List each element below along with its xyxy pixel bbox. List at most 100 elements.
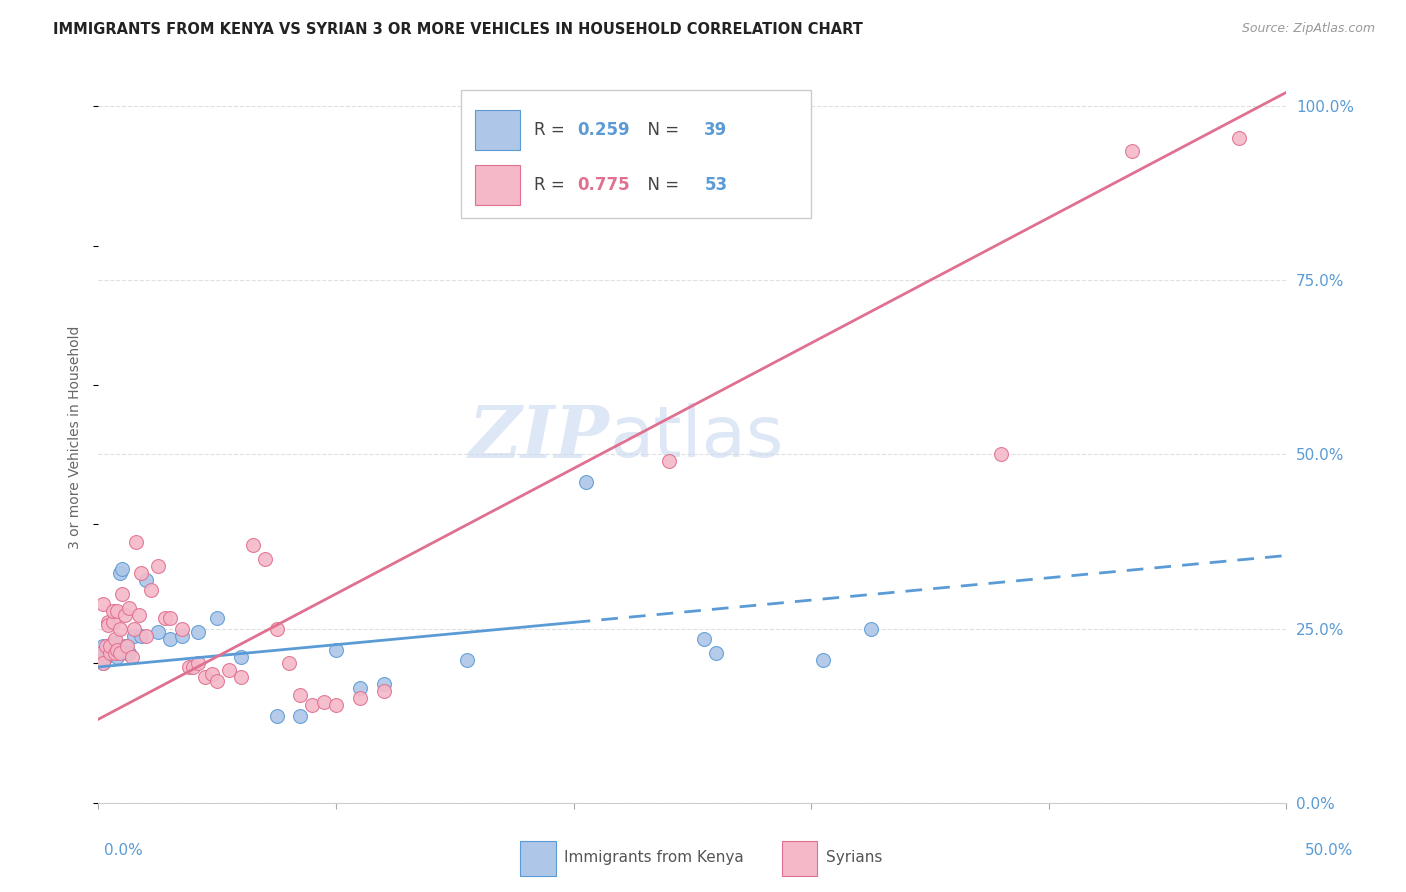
Point — [1227, 130, 1250, 145]
Point — [456, 653, 478, 667]
Point — [122, 622, 145, 636]
Point — [859, 622, 882, 636]
Point — [159, 611, 181, 625]
Point — [122, 629, 145, 643]
Point — [91, 657, 114, 671]
Point — [97, 639, 120, 653]
Point — [91, 657, 114, 671]
Point — [111, 562, 134, 576]
Text: 50.0%: 50.0% — [1305, 843, 1353, 858]
Point — [277, 657, 299, 671]
Y-axis label: 3 or more Vehicles in Household: 3 or more Vehicles in Household — [69, 326, 83, 549]
Point — [658, 454, 681, 468]
Text: N =: N = — [637, 121, 683, 139]
Point — [115, 646, 138, 660]
Point — [107, 604, 129, 618]
Text: Source: ZipAtlas.com: Source: ZipAtlas.com — [1241, 22, 1375, 36]
Text: R =: R = — [534, 121, 571, 139]
Point — [101, 642, 124, 657]
Point — [693, 632, 716, 646]
FancyBboxPatch shape — [461, 89, 811, 218]
Point — [114, 639, 136, 653]
Point — [325, 642, 347, 657]
Point — [811, 653, 834, 667]
Point — [118, 646, 141, 660]
Point — [94, 639, 117, 653]
Point — [170, 629, 193, 643]
Text: R =: R = — [534, 176, 571, 194]
Point — [108, 566, 131, 580]
Point — [229, 670, 252, 684]
Point — [207, 611, 229, 625]
Point — [98, 646, 121, 660]
FancyBboxPatch shape — [782, 841, 817, 876]
Point — [290, 708, 312, 723]
Point — [266, 622, 288, 636]
Point — [90, 646, 112, 660]
Point — [90, 646, 112, 660]
Point — [146, 558, 169, 573]
Point — [187, 657, 209, 671]
Point — [266, 708, 288, 723]
Point — [301, 698, 323, 713]
Point — [104, 646, 127, 660]
Point — [183, 660, 205, 674]
Text: 0.259: 0.259 — [578, 121, 630, 139]
Point — [104, 632, 127, 646]
Point — [349, 691, 371, 706]
Text: N =: N = — [637, 176, 683, 194]
Text: Immigrants from Kenya: Immigrants from Kenya — [564, 850, 744, 865]
Point — [146, 625, 169, 640]
Point — [177, 660, 200, 674]
Point — [101, 635, 124, 649]
Point — [107, 642, 129, 657]
Point — [704, 646, 727, 660]
Point — [218, 664, 240, 678]
Text: 0.0%: 0.0% — [104, 843, 143, 858]
Point — [201, 667, 224, 681]
Point — [118, 600, 141, 615]
Point — [107, 649, 129, 664]
Point — [349, 681, 371, 695]
Point — [97, 618, 120, 632]
Point — [129, 629, 152, 643]
Point — [94, 642, 117, 657]
Point — [91, 597, 114, 611]
Point — [121, 649, 143, 664]
Point — [107, 642, 129, 657]
Text: atlas: atlas — [609, 402, 783, 472]
Text: 53: 53 — [704, 176, 727, 194]
Point — [111, 587, 134, 601]
Point — [314, 695, 336, 709]
Point — [229, 649, 252, 664]
Point — [194, 670, 217, 684]
Point — [101, 615, 124, 629]
Point — [139, 583, 162, 598]
Point — [115, 639, 138, 653]
Point — [153, 611, 176, 625]
Point — [98, 639, 121, 653]
Point — [128, 607, 150, 622]
Text: 0.775: 0.775 — [578, 176, 630, 194]
Point — [108, 622, 131, 636]
Point — [94, 649, 117, 664]
Text: Syrians: Syrians — [825, 850, 882, 865]
Point — [242, 538, 264, 552]
Point — [97, 646, 120, 660]
Point — [207, 673, 229, 688]
Point — [135, 629, 157, 643]
Point — [373, 684, 395, 698]
Text: IMMIGRANTS FROM KENYA VS SYRIAN 3 OR MORE VEHICLES IN HOUSEHOLD CORRELATION CHAR: IMMIGRANTS FROM KENYA VS SYRIAN 3 OR MOR… — [53, 22, 863, 37]
Point — [253, 552, 276, 566]
Point — [129, 566, 152, 580]
Point — [1121, 145, 1143, 159]
Point — [135, 573, 157, 587]
Point — [98, 639, 121, 653]
Text: ZIP: ZIP — [468, 401, 609, 473]
Point — [104, 646, 127, 660]
Point — [114, 607, 136, 622]
Point — [325, 698, 347, 713]
Point — [98, 646, 121, 660]
Point — [159, 632, 181, 646]
Point — [108, 646, 131, 660]
